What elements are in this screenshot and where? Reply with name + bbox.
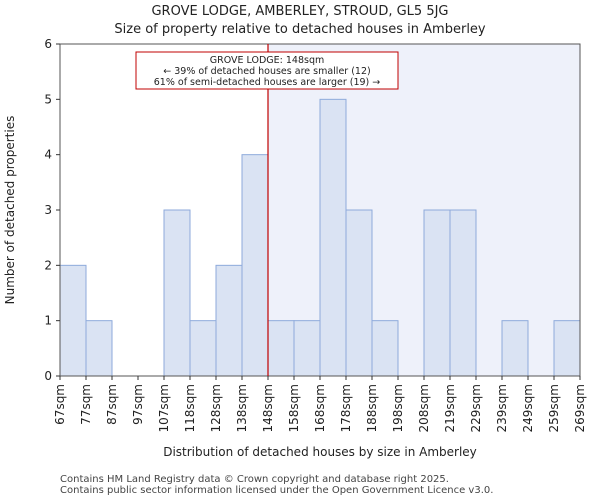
footer-line-1: Contains HM Land Registry data © Crown c…: [60, 474, 449, 485]
bar: [59, 264, 87, 377]
y-tick-label: 2: [44, 258, 52, 272]
x-tick-label: 259sqm: [547, 384, 561, 432]
bar: [293, 320, 321, 377]
x-tick-label: 178sqm: [339, 384, 353, 432]
x-tick-label: 138sqm: [235, 384, 249, 432]
x-tick-label: 148sqm: [261, 384, 275, 432]
bar: [267, 320, 295, 377]
bar: [371, 320, 399, 377]
bar: [345, 209, 373, 377]
y-tick-label: 1: [44, 314, 52, 328]
x-tick-label: 219sqm: [443, 384, 457, 432]
bar: [241, 154, 269, 377]
annotation-line: ← 39% of detached houses are smaller (12…: [163, 66, 370, 77]
annotation-box: [135, 51, 399, 90]
y-tick-label: 3: [44, 203, 52, 217]
bar: [449, 209, 477, 377]
x-tick-label: 229sqm: [469, 384, 483, 432]
x-tick-label: 168sqm: [313, 384, 327, 432]
annotation-line: 61% of semi-detached houses are larger (…: [154, 77, 381, 88]
x-tick-label: 87sqm: [105, 384, 119, 425]
bar: [189, 320, 217, 377]
x-tick-label: 107sqm: [157, 384, 171, 432]
y-tick-label: 0: [44, 369, 52, 383]
bar: [85, 320, 113, 377]
annotation-line: GROVE LODGE: 148sqm: [210, 55, 325, 66]
x-tick-label: 77sqm: [79, 384, 93, 425]
x-tick-label: 208sqm: [417, 384, 431, 432]
x-tick-label: 118sqm: [183, 384, 197, 432]
x-tick-label: 67sqm: [53, 384, 67, 425]
x-tick-label: 249sqm: [521, 384, 535, 432]
x-axis-label: Distribution of detached houses by size …: [163, 445, 477, 459]
x-tick-label: 158sqm: [287, 384, 301, 432]
bar: [501, 320, 529, 377]
x-tick-label: 198sqm: [391, 384, 405, 432]
y-tick-label: 4: [44, 148, 52, 162]
y-tick-label: 6: [44, 37, 52, 51]
x-tick-label: 239sqm: [495, 384, 509, 432]
x-tick-label: 269sqm: [573, 384, 587, 432]
footer-line-2: Contains public sector information licen…: [60, 485, 494, 496]
y-axis-label: Number of detached properties: [3, 116, 17, 305]
bar: [553, 320, 581, 377]
bar: [215, 264, 243, 377]
bar: [163, 209, 191, 377]
x-tick-label: 188sqm: [365, 384, 379, 432]
bar: [319, 98, 347, 377]
y-tick-label: 5: [44, 92, 52, 106]
chart-subtitle: Size of property relative to detached ho…: [114, 22, 486, 37]
bar: [423, 209, 451, 377]
x-tick-label: 128sqm: [209, 384, 223, 432]
chart-title: GROVE LODGE, AMBERLEY, STROUD, GL5 5JG: [151, 4, 449, 19]
x-tick-label: 97sqm: [131, 384, 145, 425]
